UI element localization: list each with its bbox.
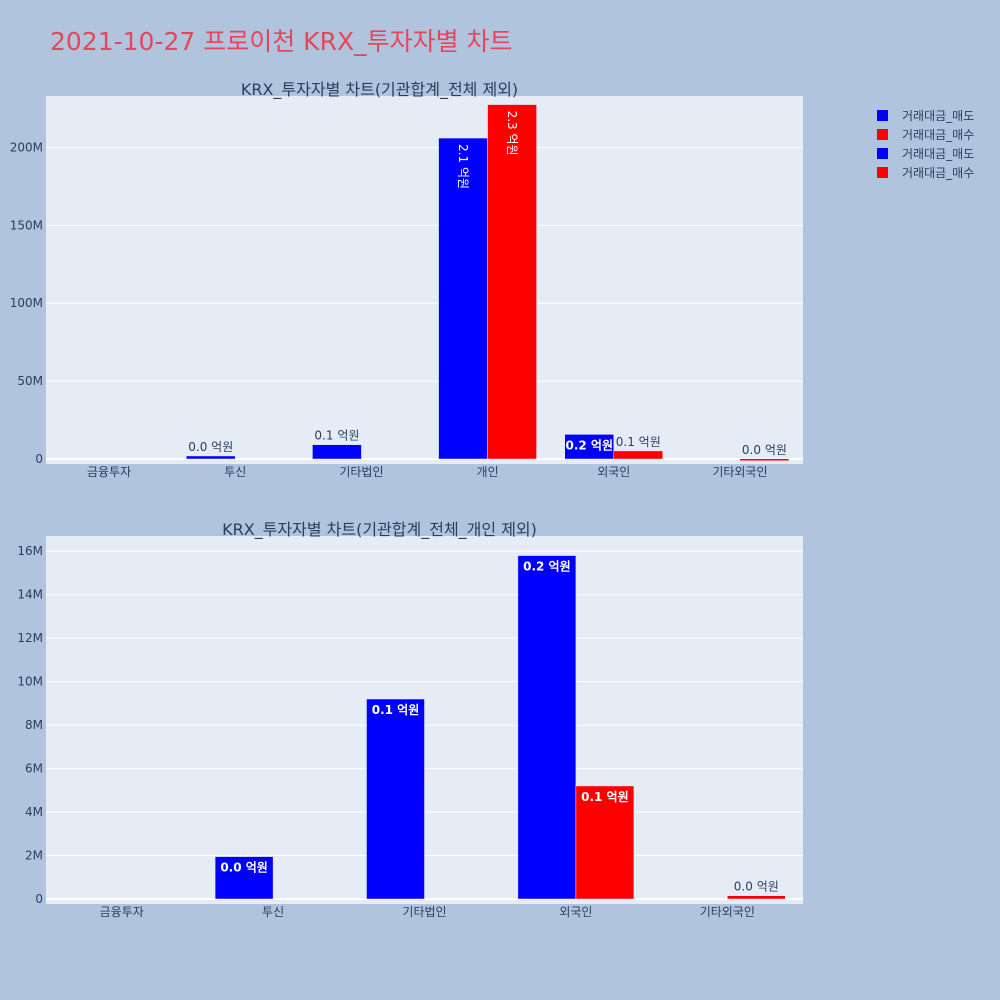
legend-label: 거래대금_매수: [902, 166, 974, 180]
y-tick-label: 10M: [17, 675, 43, 689]
legend-swatch: [877, 129, 888, 140]
bar: [727, 895, 786, 900]
y-tick-label: 14M: [17, 588, 43, 602]
data-label: 0.1 억원: [372, 703, 420, 717]
bar: [214, 856, 274, 900]
legend-label: 거래대금_매도: [902, 147, 974, 161]
bar: [739, 458, 790, 462]
y-tick-label: 0: [35, 892, 43, 906]
legend-label: 거래대금_매수: [902, 128, 974, 142]
data-label: 0.0 억원: [220, 861, 268, 875]
data-label: 0.1 억원: [314, 429, 359, 443]
chart-title: KRX_투자자별 차트(기관합계_전체 제외): [241, 80, 518, 100]
data-label: 2.3 억원: [505, 111, 519, 156]
y-tick-label: 50M: [17, 374, 43, 388]
y-tick-label: 16M: [17, 544, 43, 558]
page-title: 2021-10-27 프로이천 KRX_투자자별 차트: [50, 27, 513, 56]
data-label: 2.1 억원: [456, 144, 470, 189]
y-tick-label: 150M: [10, 218, 43, 232]
data-label: 0.0 억원: [188, 440, 233, 454]
x-tick-label: 투신: [262, 905, 284, 919]
chart-bottom: 0 2M 4M 6M 8M 10M 12M 14M 16M KRX_투자자별 차트(기관합계_전체…: [17, 520, 803, 919]
x-tick-label: 기타법인: [402, 905, 446, 919]
x-tick-label: 투신: [224, 465, 246, 479]
legend-swatch: [877, 110, 888, 121]
bar: [575, 785, 635, 900]
y-tick-label: 8M: [25, 718, 43, 732]
x-tick-label: 금융투자: [87, 465, 131, 479]
y-tick-label: 200M: [10, 140, 43, 154]
x-tick-label: 금융투자: [100, 905, 144, 919]
x-tick-label: 개인: [477, 465, 499, 479]
x-tick-label: 외국인: [597, 465, 630, 479]
y-tick-label: 12M: [17, 631, 43, 645]
bar: [438, 137, 488, 460]
bar: [366, 698, 425, 900]
x-tick-label: 외국인: [559, 905, 592, 919]
x-tick-label: 기타외국인: [712, 465, 767, 479]
y-tick-label: 0: [35, 452, 43, 466]
x-tick-label: 기타외국인: [700, 905, 755, 919]
chart-title: KRX_투자자별 차트(기관합계_전체_개인 제외): [222, 520, 537, 540]
chart-top: 0 50M 100M 150M 200M KRX_투자자별 차트(기관합계_전체 제외) 금…: [10, 80, 803, 479]
y-tick-label: 4M: [25, 805, 43, 819]
bar: [517, 555, 577, 900]
data-label: 0.1 억원: [616, 435, 661, 449]
data-label: 0.2 억원: [523, 560, 571, 574]
legend-swatch: [877, 167, 888, 178]
bar: [186, 455, 236, 460]
bar: [312, 444, 362, 460]
y-tick-label: 6M: [25, 762, 43, 776]
bar: [487, 104, 537, 460]
y-tick-label: 2M: [25, 849, 43, 863]
legend-label: 거래대금_매도: [902, 109, 974, 123]
data-label: 0.0 억원: [734, 880, 779, 894]
plot-area: [46, 96, 803, 464]
data-label: 0.0 억원: [742, 443, 787, 457]
data-label: 0.1 억원: [581, 790, 629, 804]
x-tick-label: 기타법인: [339, 465, 383, 479]
y-tick-label: 100M: [10, 296, 43, 310]
legend-swatch: [877, 148, 888, 159]
bar: [564, 434, 614, 460]
data-label: 0.2 억원: [565, 438, 613, 452]
bar: [613, 450, 663, 460]
